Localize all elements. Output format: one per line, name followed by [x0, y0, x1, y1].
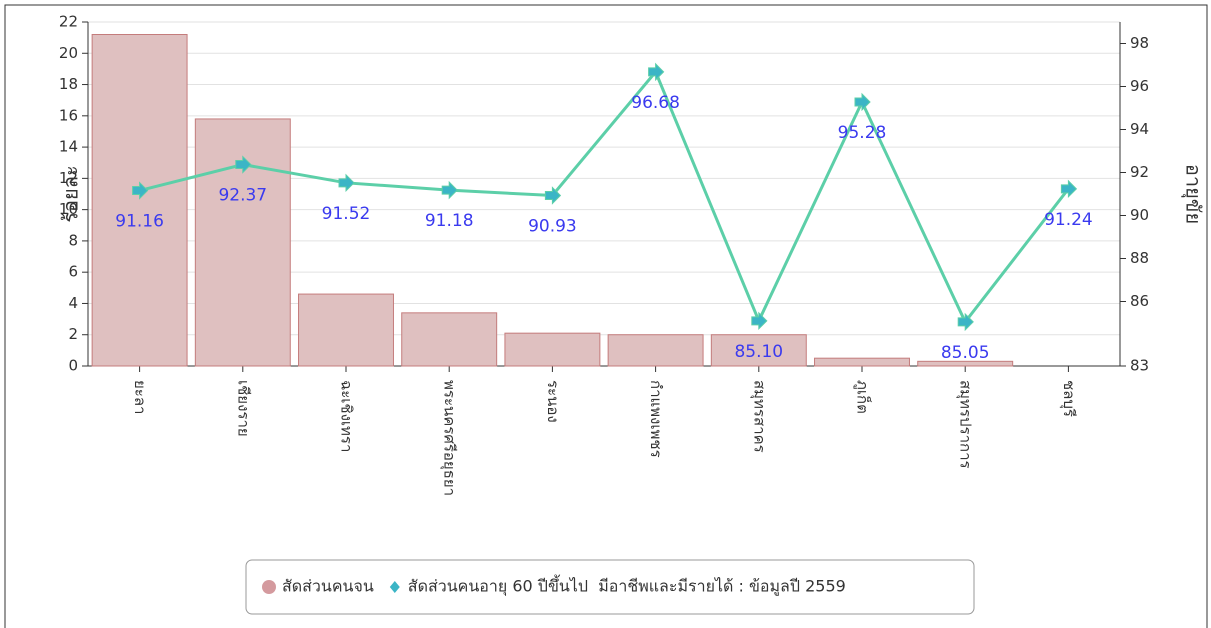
y-tick-label: 22 — [59, 13, 78, 31]
bar — [401, 312, 498, 367]
marker — [854, 92, 871, 112]
y-axis-label: ร้อยละ — [59, 165, 83, 222]
marker — [957, 312, 974, 332]
bar — [504, 332, 601, 367]
value-label: 91.52 — [322, 204, 371, 224]
value-label: 91.18 — [425, 211, 474, 231]
y-tick-label: 18 — [59, 75, 78, 93]
legend-swatch — [262, 580, 276, 594]
bar — [298, 293, 394, 367]
value-label: 90.93 — [528, 217, 577, 237]
marker — [338, 173, 355, 193]
line — [139, 69, 1070, 325]
y-tick-label: 8 — [68, 231, 78, 249]
marker — [751, 311, 768, 331]
x-tick-label: ระนอง — [544, 380, 562, 423]
y2-tick-label: 88 — [1130, 249, 1149, 267]
y-tick-label: 16 — [59, 106, 78, 124]
x-tick-label: สมุทรปราการ — [956, 380, 975, 469]
value-label: 96.68 — [631, 93, 680, 113]
y-tick-label: 20 — [59, 44, 78, 62]
y-tick-label: 10 — [59, 200, 78, 218]
y2-tick-label: 86 — [1130, 292, 1149, 310]
marker — [1060, 179, 1078, 199]
frame — [4, 4, 1208, 628]
y2-axis-label: อายุขัย — [1181, 164, 1206, 224]
bar — [710, 334, 807, 367]
marker — [441, 180, 458, 200]
marker — [648, 62, 665, 82]
bar — [607, 334, 704, 367]
y2-tick-label: 98 — [1130, 34, 1149, 52]
y2-tick-label: 83 — [1130, 357, 1149, 375]
y2-tick-label: 96 — [1130, 77, 1149, 95]
value-label: 92.37 — [218, 186, 267, 206]
x-tick-label: ยะลา — [131, 380, 149, 414]
legend-box — [245, 559, 975, 615]
bar — [814, 357, 910, 367]
x-tick-label: ภูเก็ต — [854, 380, 873, 414]
legend: สัดส่วนคนจน สัดส่วนคนอายุ 60 ปีขึ้นไป มีอ… — [245, 559, 975, 615]
x-tick-label: ฉะเชิงเทรา — [338, 380, 356, 452]
bar — [91, 34, 188, 367]
y2-tick-label: 92 — [1130, 163, 1149, 181]
y-tick-label: 2 — [68, 325, 78, 343]
x-tick-label: กำแพงเพชร — [647, 380, 665, 458]
value-label: 91.24 — [1044, 210, 1093, 230]
y-tick-label: 0 — [68, 357, 78, 375]
marker — [235, 155, 252, 174]
y2-tick-label: 90 — [1130, 206, 1149, 224]
y-tick-label: 12 — [59, 169, 78, 187]
x-tick-label: พระนครศรีอยุธยา — [440, 380, 459, 496]
marker — [544, 186, 562, 205]
legend-label: สัดส่วนคนจน — [282, 577, 374, 596]
value-label: 85.10 — [734, 342, 783, 362]
y2-tick-label: 94 — [1130, 120, 1149, 138]
y-tick-label: 4 — [68, 294, 78, 312]
value-label: 91.16 — [115, 212, 164, 232]
x-tick-label: ชลบุรี — [1059, 380, 1078, 417]
y-tick-label: 14 — [59, 138, 78, 156]
bar — [917, 360, 1014, 367]
y-tick-label: 6 — [68, 263, 78, 281]
value-label: 85.05 — [941, 343, 990, 363]
value-label: 95.28 — [838, 123, 887, 143]
marker — [132, 181, 149, 200]
legend-label: สัดส่วนคนอายุ 60 ปีขึ้นไป มีอาชีพและมีรา… — [408, 575, 846, 597]
x-tick-label: เชียงราย — [234, 380, 252, 437]
legend-swatch — [389, 581, 400, 593]
x-tick-label: สมุทรสาคร — [749, 380, 768, 453]
